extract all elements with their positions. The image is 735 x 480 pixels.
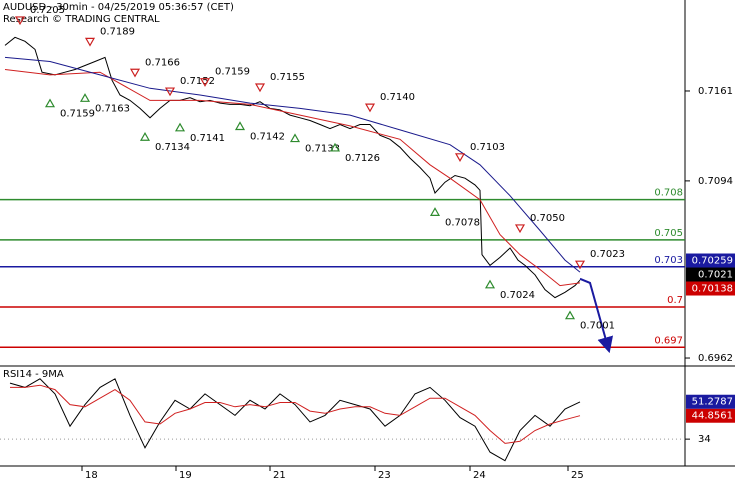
level-label: 0.703: [654, 255, 683, 266]
x-tick-label: 19: [179, 470, 192, 480]
signal-label: 0.7134: [155, 142, 190, 153]
signal-label: 0.7141: [190, 133, 225, 144]
signal-label: 0.7152: [180, 76, 215, 87]
last-value-box: [686, 408, 735, 423]
signal-label: 0.7189: [100, 26, 135, 37]
signal-label: 0.7023: [590, 249, 625, 260]
level-label: 0.697: [654, 335, 683, 346]
signal-label: 0.7205: [30, 5, 65, 16]
last-value-box: [686, 394, 735, 409]
x-tick-label: 21: [273, 470, 286, 480]
signal-label: 0.7166: [145, 57, 180, 68]
signal-label: 0.7103: [470, 142, 505, 153]
signal-label: 0.7078: [445, 217, 480, 228]
last-value-box: [686, 281, 735, 296]
last-value-label: 0.7021: [698, 270, 733, 281]
last-value-label: 0.70138: [692, 284, 733, 295]
signal-label: 0.7140: [380, 92, 415, 103]
signal-marker: [44, 98, 56, 108]
chart-subtitle: Research © TRADING CENTRAL: [3, 14, 160, 25]
signal-marker: [364, 103, 376, 113]
series-line: [4, 36, 581, 299]
last-value-label: 51.2787: [692, 397, 733, 408]
last-value-box: [686, 253, 735, 268]
signal-label: 0.7001: [580, 321, 615, 332]
signal-marker: [174, 122, 186, 132]
x-tick-label: 23: [378, 470, 391, 480]
chart-title: AUDUSD - 30min - 04/25/2019 05:36:57 (CE…: [3, 2, 234, 13]
signal-label: 0.7050: [530, 213, 565, 224]
indicator-title: RSI14 - 9MA: [3, 369, 64, 380]
signal-marker: [199, 78, 211, 87]
signal-marker: [514, 224, 526, 234]
signal-label: 0.7159: [215, 67, 250, 78]
series-line: [4, 56, 581, 273]
level-label: 0.7: [667, 295, 683, 306]
signal-marker: [234, 121, 246, 131]
signal-marker: [14, 16, 26, 26]
last-value-box: [686, 267, 735, 282]
signal-label: 0.7155: [270, 72, 305, 83]
level-label: 0.705: [654, 228, 683, 239]
x-tick-label: 18: [85, 470, 98, 480]
signal-marker: [254, 83, 266, 93]
x-tick-label: 25: [571, 470, 584, 480]
signal-label: 0.7163: [95, 103, 130, 114]
signal-marker: [564, 310, 576, 320]
level-label: 0.708: [654, 188, 683, 199]
signal-label: 0.7159: [60, 109, 95, 120]
signal-marker: [164, 87, 176, 97]
series-line: [9, 378, 581, 462]
signal-label: 0.7142: [250, 131, 285, 142]
x-tick-label: 24: [473, 470, 486, 480]
y-tick-label: 0.6962: [698, 353, 733, 364]
series-line: [10, 384, 581, 444]
signal-marker: [454, 153, 466, 163]
y-tick-label: 0.7161: [698, 86, 733, 97]
signal-marker: [329, 142, 341, 152]
signal-marker: [289, 133, 301, 143]
signal-marker: [574, 260, 586, 270]
y-tick-label: 34: [698, 434, 711, 445]
signal-marker: [129, 68, 141, 78]
signal-label: 0.7024: [500, 290, 535, 301]
series-line: [4, 69, 581, 287]
signal-marker: [79, 93, 91, 102]
signal-label: 0.7126: [345, 153, 380, 164]
series-line: [579, 277, 614, 354]
last-value-label: 0.70259: [692, 256, 733, 267]
last-value-label: 44.8561: [692, 411, 733, 422]
signal-marker: [84, 37, 96, 47]
signal-marker: [484, 279, 496, 289]
y-tick-label: 0.7094: [698, 176, 733, 187]
signal-label: 0.7133: [305, 144, 340, 155]
signal-marker: [139, 132, 151, 141]
signal-marker: [429, 207, 441, 216]
